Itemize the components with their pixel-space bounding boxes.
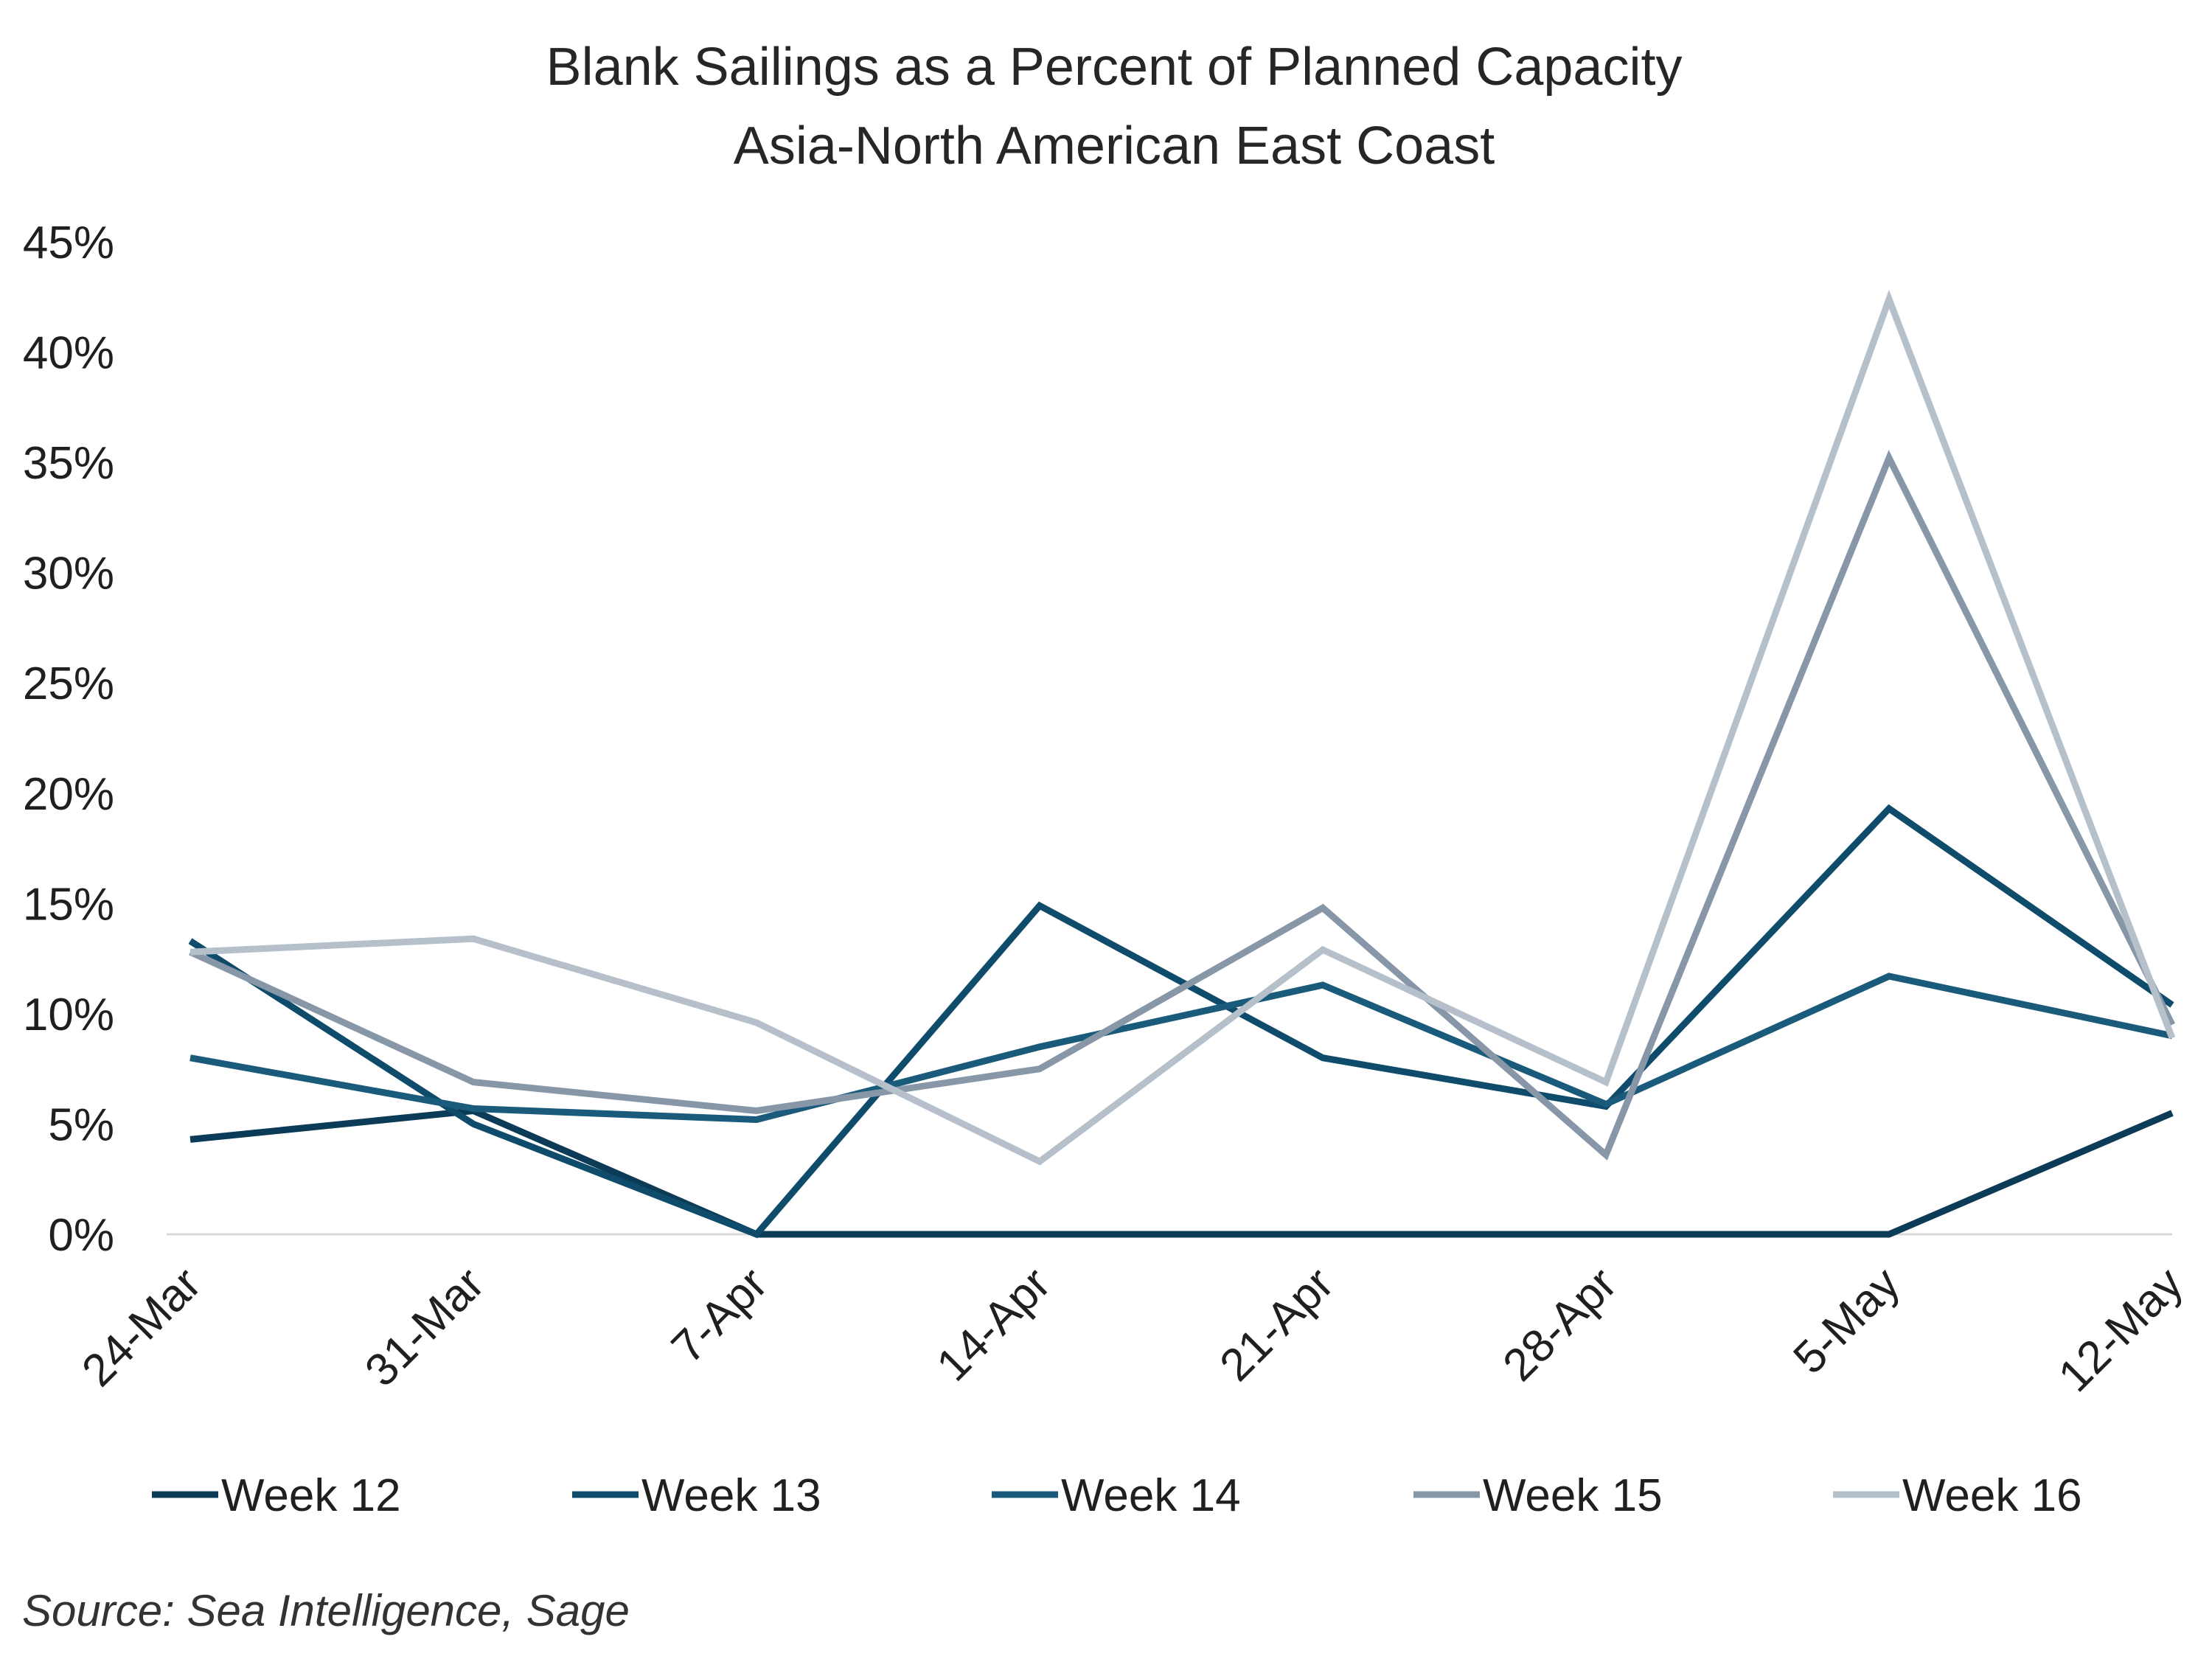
source-note: Source: Sea Intelligence, Sage: [22, 1586, 630, 1635]
series-line-week-13: [188, 804, 2174, 1239]
y-tick-label: 45%: [23, 218, 114, 268]
x-tick-label: 28-Apr: [1494, 1258, 1627, 1391]
legend-label: Week 16: [1902, 1470, 2082, 1521]
x-tick-label: 14-Apr: [928, 1258, 1060, 1391]
y-tick-label: 20%: [23, 769, 114, 820]
x-tick-label: 24-Mar: [72, 1258, 211, 1397]
y-axis: 0% 5% 10% 15% 20% 25% 30% 35% 40% 45%: [23, 218, 114, 1261]
y-tick-label: 40%: [23, 328, 114, 379]
y-tick-label: 5%: [48, 1099, 114, 1150]
plot-area: [188, 289, 2176, 1239]
x-tick-label: 12-May: [2049, 1258, 2193, 1402]
legend-label: Week 15: [1483, 1470, 1663, 1521]
x-tick-label: 7-Apr: [662, 1258, 777, 1373]
y-tick-label: 0%: [48, 1210, 114, 1261]
legend: Week 12 Week 13 Week 14 Week 15 Week 16: [152, 1470, 2082, 1521]
y-tick-label: 10%: [23, 990, 114, 1040]
series-line-week-12: [189, 1107, 2174, 1238]
legend-label: Week 14: [1061, 1470, 1241, 1521]
y-tick-label: 25%: [23, 658, 114, 709]
y-tick-label: 15%: [23, 879, 114, 930]
y-tick-label: 30%: [23, 549, 114, 599]
x-tick-label: 5-May: [1784, 1258, 1910, 1384]
y-tick-label: 35%: [23, 438, 114, 489]
series-line-week-15: [189, 450, 2176, 1161]
chart-title: Blank Sailings as a Percent of Planned C…: [546, 38, 1683, 97]
x-tick-label: 31-Mar: [355, 1258, 494, 1397]
legend-label: Week 13: [641, 1470, 821, 1521]
series-line-week-14: [189, 973, 2173, 1124]
chart-subtitle: Asia-North American East Coast: [734, 116, 1495, 175]
legend-label: Week 12: [221, 1470, 401, 1521]
x-tick-label: 21-Apr: [1211, 1258, 1343, 1391]
x-axis: 24-Mar 31-Mar 7-Apr 14-Apr 21-Apr 28-Apr 5-May…: [72, 1258, 2193, 1402]
series-line-week-16: [189, 289, 2176, 1166]
